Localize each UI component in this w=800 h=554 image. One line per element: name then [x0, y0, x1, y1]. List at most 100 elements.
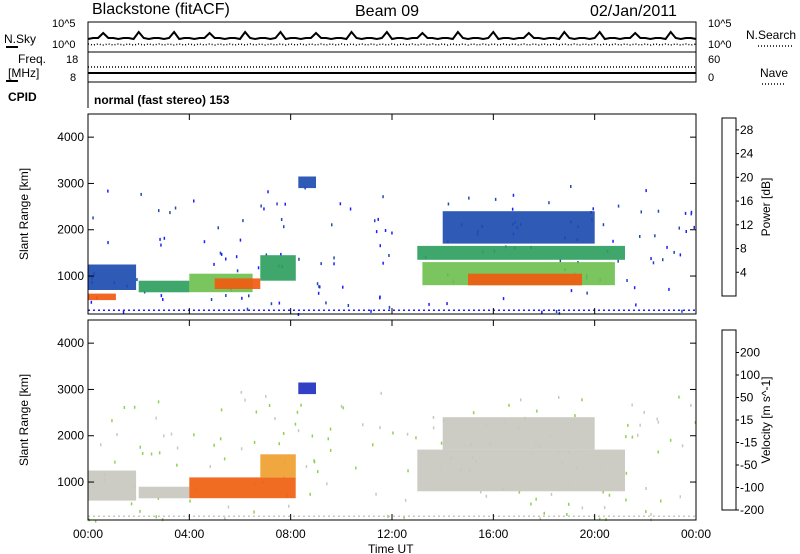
scatter-cell — [92, 216, 94, 220]
scatter-cell — [283, 225, 285, 229]
scatter-cell — [318, 285, 320, 289]
colorbar-frame — [721, 117, 737, 297]
scatter-cell — [136, 278, 138, 282]
scatter-cell — [320, 262, 322, 266]
scatter-cell — [690, 403, 692, 407]
scatter-cell — [388, 305, 391, 309]
scatter-cell — [349, 207, 352, 211]
scatter-cell — [317, 291, 320, 295]
scatter-cell — [267, 190, 269, 194]
colorbar-label: Power [dB] — [759, 178, 773, 237]
scatter-cell — [566, 513, 568, 516]
scatter-cell — [512, 193, 515, 197]
scatter-cell — [157, 400, 160, 404]
scatter-cell — [253, 510, 255, 514]
scatter-cell — [520, 398, 522, 402]
status-panel — [87, 21, 697, 108]
date-title: 02/Jan/2011 — [590, 3, 677, 20]
velocity-colorbar: 200 100 50 15 -15 -50 -100 -200 Velocity [m s^-1… — [721, 329, 773, 517]
scatter-cell — [331, 223, 333, 227]
scatter-cell — [581, 506, 584, 510]
colorbar-frame — [721, 329, 737, 511]
station-title: Blackstone (fitACF) — [92, 1, 230, 18]
scatter-cell — [555, 310, 558, 313]
scatter-cell — [225, 294, 227, 297]
y-tick-label: 1000 — [57, 475, 84, 489]
scatter-cell — [248, 294, 250, 298]
time-axis: 00:00 04:00 08:00 12:00 16:00 20:00 00:00 — [73, 527, 711, 541]
scatter-cell — [518, 490, 521, 494]
scatter-cell — [539, 517, 541, 521]
scatter-cell — [340, 404, 343, 408]
scatter-cell — [669, 438, 672, 442]
scatter-cell — [355, 466, 357, 470]
cpid-label: CPID — [8, 90, 37, 104]
scatter-cell — [380, 391, 382, 395]
scatter-cell — [415, 436, 417, 440]
x-tick-label: 04:00 — [174, 527, 204, 541]
nave-tick-bottom: 0 — [708, 72, 714, 84]
echo-region — [88, 470, 137, 501]
scatter-cell — [548, 201, 550, 205]
cpid-value: normal (fast stereo) 153 — [94, 93, 230, 107]
scatter-cell — [645, 510, 647, 514]
scatter-cell — [657, 420, 660, 424]
scatter-cell — [139, 445, 141, 449]
scatter-cell — [276, 202, 278, 206]
scatter-cell — [241, 296, 243, 300]
echo-region — [138, 486, 190, 499]
scatter-cell — [160, 243, 162, 247]
scatter-cell — [681, 444, 684, 448]
scatter-cell — [637, 433, 639, 437]
freq-tick-bottom: 8 — [70, 72, 76, 84]
colorbar-tick-label: 50 — [740, 391, 754, 405]
scatter-cell — [403, 515, 405, 519]
scatter-cell — [300, 403, 302, 407]
scatter-cell — [278, 301, 281, 305]
freq-tick-top: 18 — [66, 54, 78, 66]
scatter-cell — [158, 209, 160, 213]
scatter-cell — [319, 285, 321, 289]
echo-region — [298, 382, 316, 395]
scatter-cell — [255, 410, 258, 414]
scatter-cell — [280, 218, 283, 221]
scatter-cell — [568, 502, 570, 506]
scatter-cell — [690, 212, 692, 216]
y-tick-label: 2000 — [57, 223, 84, 237]
x-tick-label: 20:00 — [580, 527, 610, 541]
scatter-cell — [94, 519, 97, 523]
scatter-cell — [592, 207, 594, 211]
scatter-cell — [333, 256, 335, 260]
x-axis-label: Time UT — [368, 542, 414, 554]
beam-title: Beam 09 — [355, 3, 419, 20]
scatter-cell — [362, 423, 364, 427]
echo-region — [260, 255, 296, 281]
echo-region — [260, 454, 296, 478]
scatter-cell — [114, 460, 116, 464]
scatter-cell — [617, 204, 620, 208]
scatter-cell — [375, 492, 377, 496]
scatter-cell — [494, 197, 497, 201]
scatter-cell — [193, 433, 195, 437]
scatter-cell — [391, 231, 393, 235]
echo-region — [417, 449, 625, 492]
scatter-cell — [162, 298, 164, 301]
scatter-cell — [260, 204, 262, 208]
scatter-cell — [625, 471, 628, 475]
scatter-cell — [227, 505, 230, 509]
scatter-cell — [160, 294, 163, 298]
scatter-cell — [210, 298, 213, 301]
scatter-cell — [317, 470, 319, 474]
scatter-cell — [428, 302, 430, 306]
colorbar-label: Velocity [m s^-1] — [759, 377, 773, 464]
scatter-cell — [236, 269, 239, 273]
scatter-cell — [681, 309, 683, 313]
echo-region — [468, 273, 582, 286]
scatter-cell — [586, 291, 588, 295]
scatter-cell — [432, 415, 435, 419]
scatter-cell — [263, 207, 265, 211]
y-tick-label: 2000 — [57, 429, 84, 443]
scatter-cell — [543, 511, 545, 515]
scatter-cell — [379, 426, 381, 430]
scatter-cell — [678, 395, 680, 399]
